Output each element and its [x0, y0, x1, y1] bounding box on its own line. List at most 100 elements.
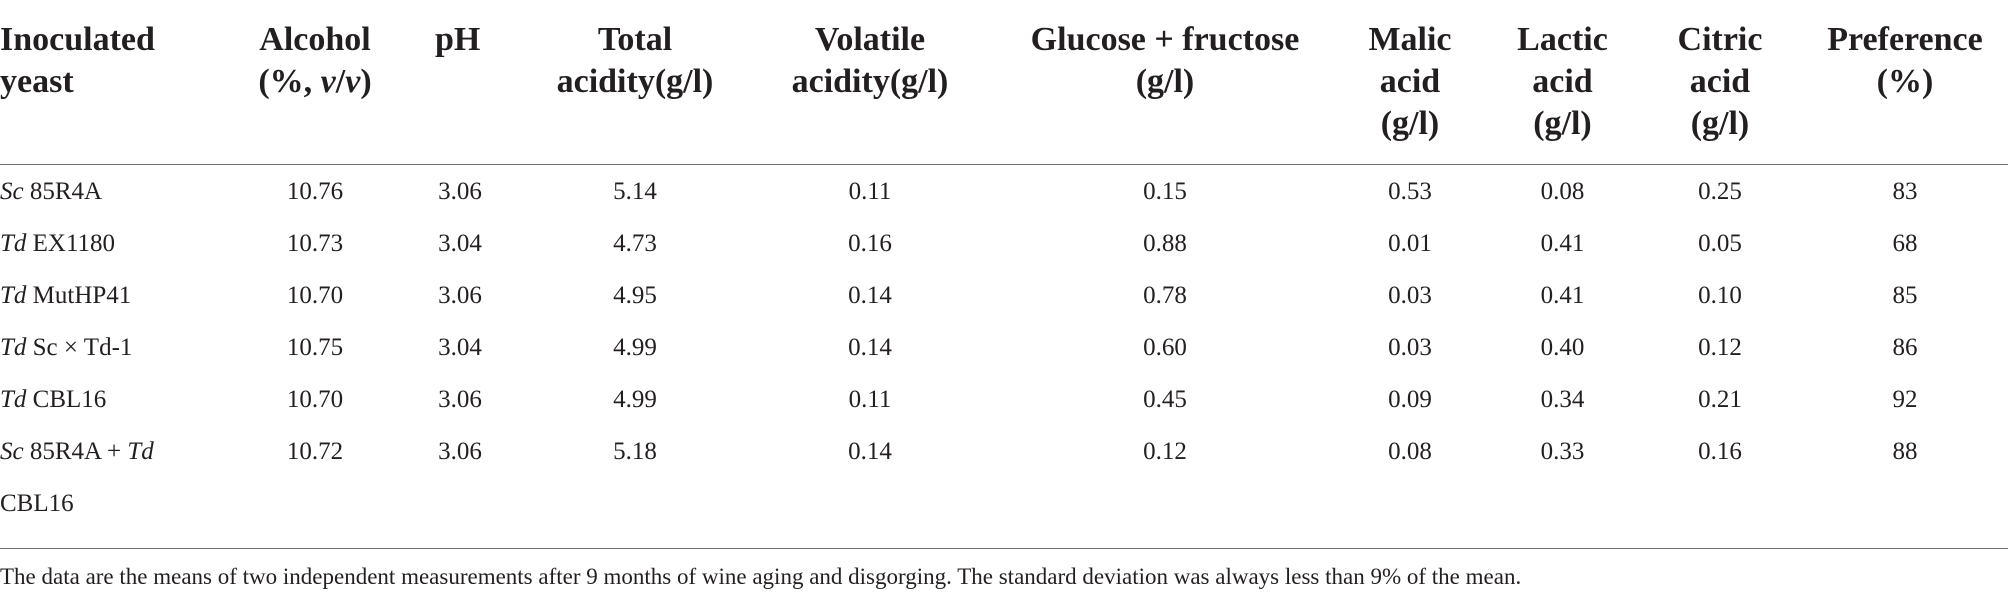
cell-total-acidity: 5.18: [613, 438, 657, 465]
header-line: acidity(g/l): [791, 63, 949, 100]
cell-lactic: 0.33: [1540, 438, 1585, 465]
table-row: Sc 85R4A + Td CBL16 10.72 3.06 5.18 0.14 0.12 0…: [0, 426, 2008, 530]
header-line: (g/l): [1380, 105, 1440, 142]
cell-total-acidity: 5.14: [613, 178, 657, 205]
cell-lactic: 0.40: [1540, 334, 1585, 361]
cell-glucose-fructose: 0.15: [1143, 178, 1187, 205]
table-row: Td CBL16 10.70 3.06 4.99 0.11 0.45 0.09 0.34 0.2…: [0, 374, 2008, 426]
cell-citric: 0.12: [1698, 334, 1742, 361]
header-preference: Preference (%): [1815, 19, 1995, 103]
cell-volatile-acidity: 0.11: [848, 386, 892, 413]
header-line: (g/l): [1533, 105, 1592, 142]
cell-volatile-acidity: 0.14: [848, 282, 892, 309]
cell-preference: 86: [1892, 334, 1918, 361]
cell-citric: 0.21: [1698, 386, 1742, 413]
table-row: Sc 85R4A 10.76 3.06 5.14 0.11 0.15 0.53 0.08 0.2…: [0, 166, 2008, 218]
cell-citric: 0.10: [1698, 282, 1742, 309]
cell-inoculated-yeast: Sc 85R4A: [0, 178, 103, 205]
cell-ph: 3.06: [438, 178, 482, 205]
header-line: pH: [435, 21, 481, 58]
cell-malic: 0.09: [1388, 386, 1432, 413]
cell-alcohol: 10.75: [286, 334, 344, 361]
cell-volatile-acidity: 0.14: [848, 438, 892, 465]
cell-alcohol: 10.72: [286, 438, 344, 465]
cell-inoculated-yeast: Td CBL16: [0, 386, 107, 413]
header-line: acid: [1532, 63, 1593, 100]
cell-ph: 3.06: [438, 386, 482, 413]
header-line: (g/l): [1690, 105, 1750, 142]
header-ph: pH: [435, 19, 495, 61]
cell-preference: 85: [1892, 282, 1918, 309]
cell-malic: 0.01: [1388, 230, 1432, 257]
cell-ph: 3.04: [438, 230, 482, 257]
cell-malic: 0.03: [1388, 282, 1432, 309]
header-line: Citric: [1677, 21, 1763, 58]
header-line: (g/l): [1135, 63, 1195, 100]
cell-preference: 68: [1892, 230, 1918, 257]
cell-citric: 0.16: [1698, 438, 1742, 465]
cell-inoculated-yeast: Td MutHP41: [0, 282, 132, 309]
cell-lactic: 0.08: [1540, 178, 1585, 205]
header-line: Alcohol: [259, 21, 371, 58]
header-total-acidity: Total acidity(g/l): [535, 19, 735, 103]
cell-glucose-fructose: 0.45: [1143, 386, 1187, 413]
cell-total-acidity: 4.95: [613, 282, 657, 309]
cell-alcohol: 10.76: [286, 178, 344, 205]
table-row: Td MutHP41 10.70 3.06 4.95 0.14 0.78 0.03 0.41 0…: [0, 270, 2008, 322]
cell-ph: 3.06: [438, 282, 482, 309]
header-divider: [0, 164, 2008, 165]
header-volatile-acidity: Volatile acidity(g/l): [775, 19, 965, 103]
cell-inoculated-yeast: Td EX1180: [0, 230, 116, 257]
cell-malic: 0.53: [1388, 178, 1432, 205]
cell-total-acidity: 4.99: [613, 334, 657, 361]
table-header: Inoculated yeast Alcohol (%, v/v) pH Tot…: [0, 0, 2008, 164]
cell-ph: 3.04: [438, 334, 482, 361]
cell-glucose-fructose: 0.88: [1143, 230, 1187, 257]
cell-glucose-fructose: 0.60: [1143, 334, 1187, 361]
header-line: acidity(g/l): [556, 63, 714, 100]
header-line: Preference: [1827, 21, 1983, 58]
header-line: Total: [597, 21, 673, 58]
header-line: yeast: [0, 63, 74, 100]
header-line: Lactic: [1517, 21, 1608, 58]
table-footnote: The data are the means of two independen…: [0, 564, 1522, 589]
cell-inoculated-yeast: Sc 85R4A + Td CBL16: [0, 438, 154, 517]
cell-total-acidity: 4.99: [613, 386, 657, 413]
cell-lactic: 0.41: [1540, 282, 1585, 309]
cell-volatile-acidity: 0.11: [848, 178, 892, 205]
header-line: (%): [1876, 63, 1934, 100]
cell-preference: 83: [1892, 178, 1918, 205]
cell-alcohol: 10.70: [286, 282, 344, 309]
header-citric-acid: Citric acid (g/l): [1665, 19, 1775, 145]
table-row: Td EX1180 10.73 3.04 4.73 0.16 0.88 0.01 0.41 0.…: [0, 218, 2008, 270]
table-bottom-rule: [0, 548, 2008, 549]
cell-malic: 0.08: [1388, 438, 1432, 465]
header-line: Inoculated: [0, 21, 155, 58]
cell-volatile-acidity: 0.16: [848, 230, 892, 257]
cell-inoculated-yeast: Td Sc × Td-1: [0, 334, 133, 361]
header-line: acid: [1379, 63, 1441, 100]
cell-citric: 0.25: [1698, 178, 1742, 205]
header-line: Glucose + fructose: [1030, 21, 1300, 58]
cell-lactic: 0.34: [1540, 386, 1585, 413]
header-line: (%, v/v): [258, 63, 372, 100]
cell-lactic: 0.41: [1540, 230, 1585, 257]
cell-volatile-acidity: 0.14: [848, 334, 892, 361]
cell-ph: 3.06: [438, 438, 482, 465]
cell-preference: 92: [1892, 386, 1918, 413]
header-line: acid: [1689, 63, 1751, 100]
header-line: Malic: [1368, 21, 1452, 58]
header-alcohol: Alcohol (%, v/v): [240, 19, 390, 103]
header-inoculated-yeast: Inoculated yeast: [0, 19, 200, 103]
header-malic-acid: Malic acid (g/l): [1355, 19, 1465, 145]
header-lactic-acid: Lactic acid (g/l): [1505, 19, 1620, 145]
cell-glucose-fructose: 0.78: [1143, 282, 1187, 309]
cell-total-acidity: 4.73: [613, 230, 657, 257]
header-glucose-fructose: Glucose + fructose (g/l): [1010, 19, 1320, 103]
cell-citric: 0.05: [1698, 230, 1742, 257]
cell-alcohol: 10.73: [286, 230, 344, 257]
cell-malic: 0.03: [1388, 334, 1432, 361]
cell-alcohol: 10.70: [286, 386, 344, 413]
table-row: Td Sc × Td-1 10.75 3.04 4.99 0.14 0.60 0.03 0.4…: [0, 322, 2008, 374]
cell-preference: 88: [1892, 438, 1918, 465]
